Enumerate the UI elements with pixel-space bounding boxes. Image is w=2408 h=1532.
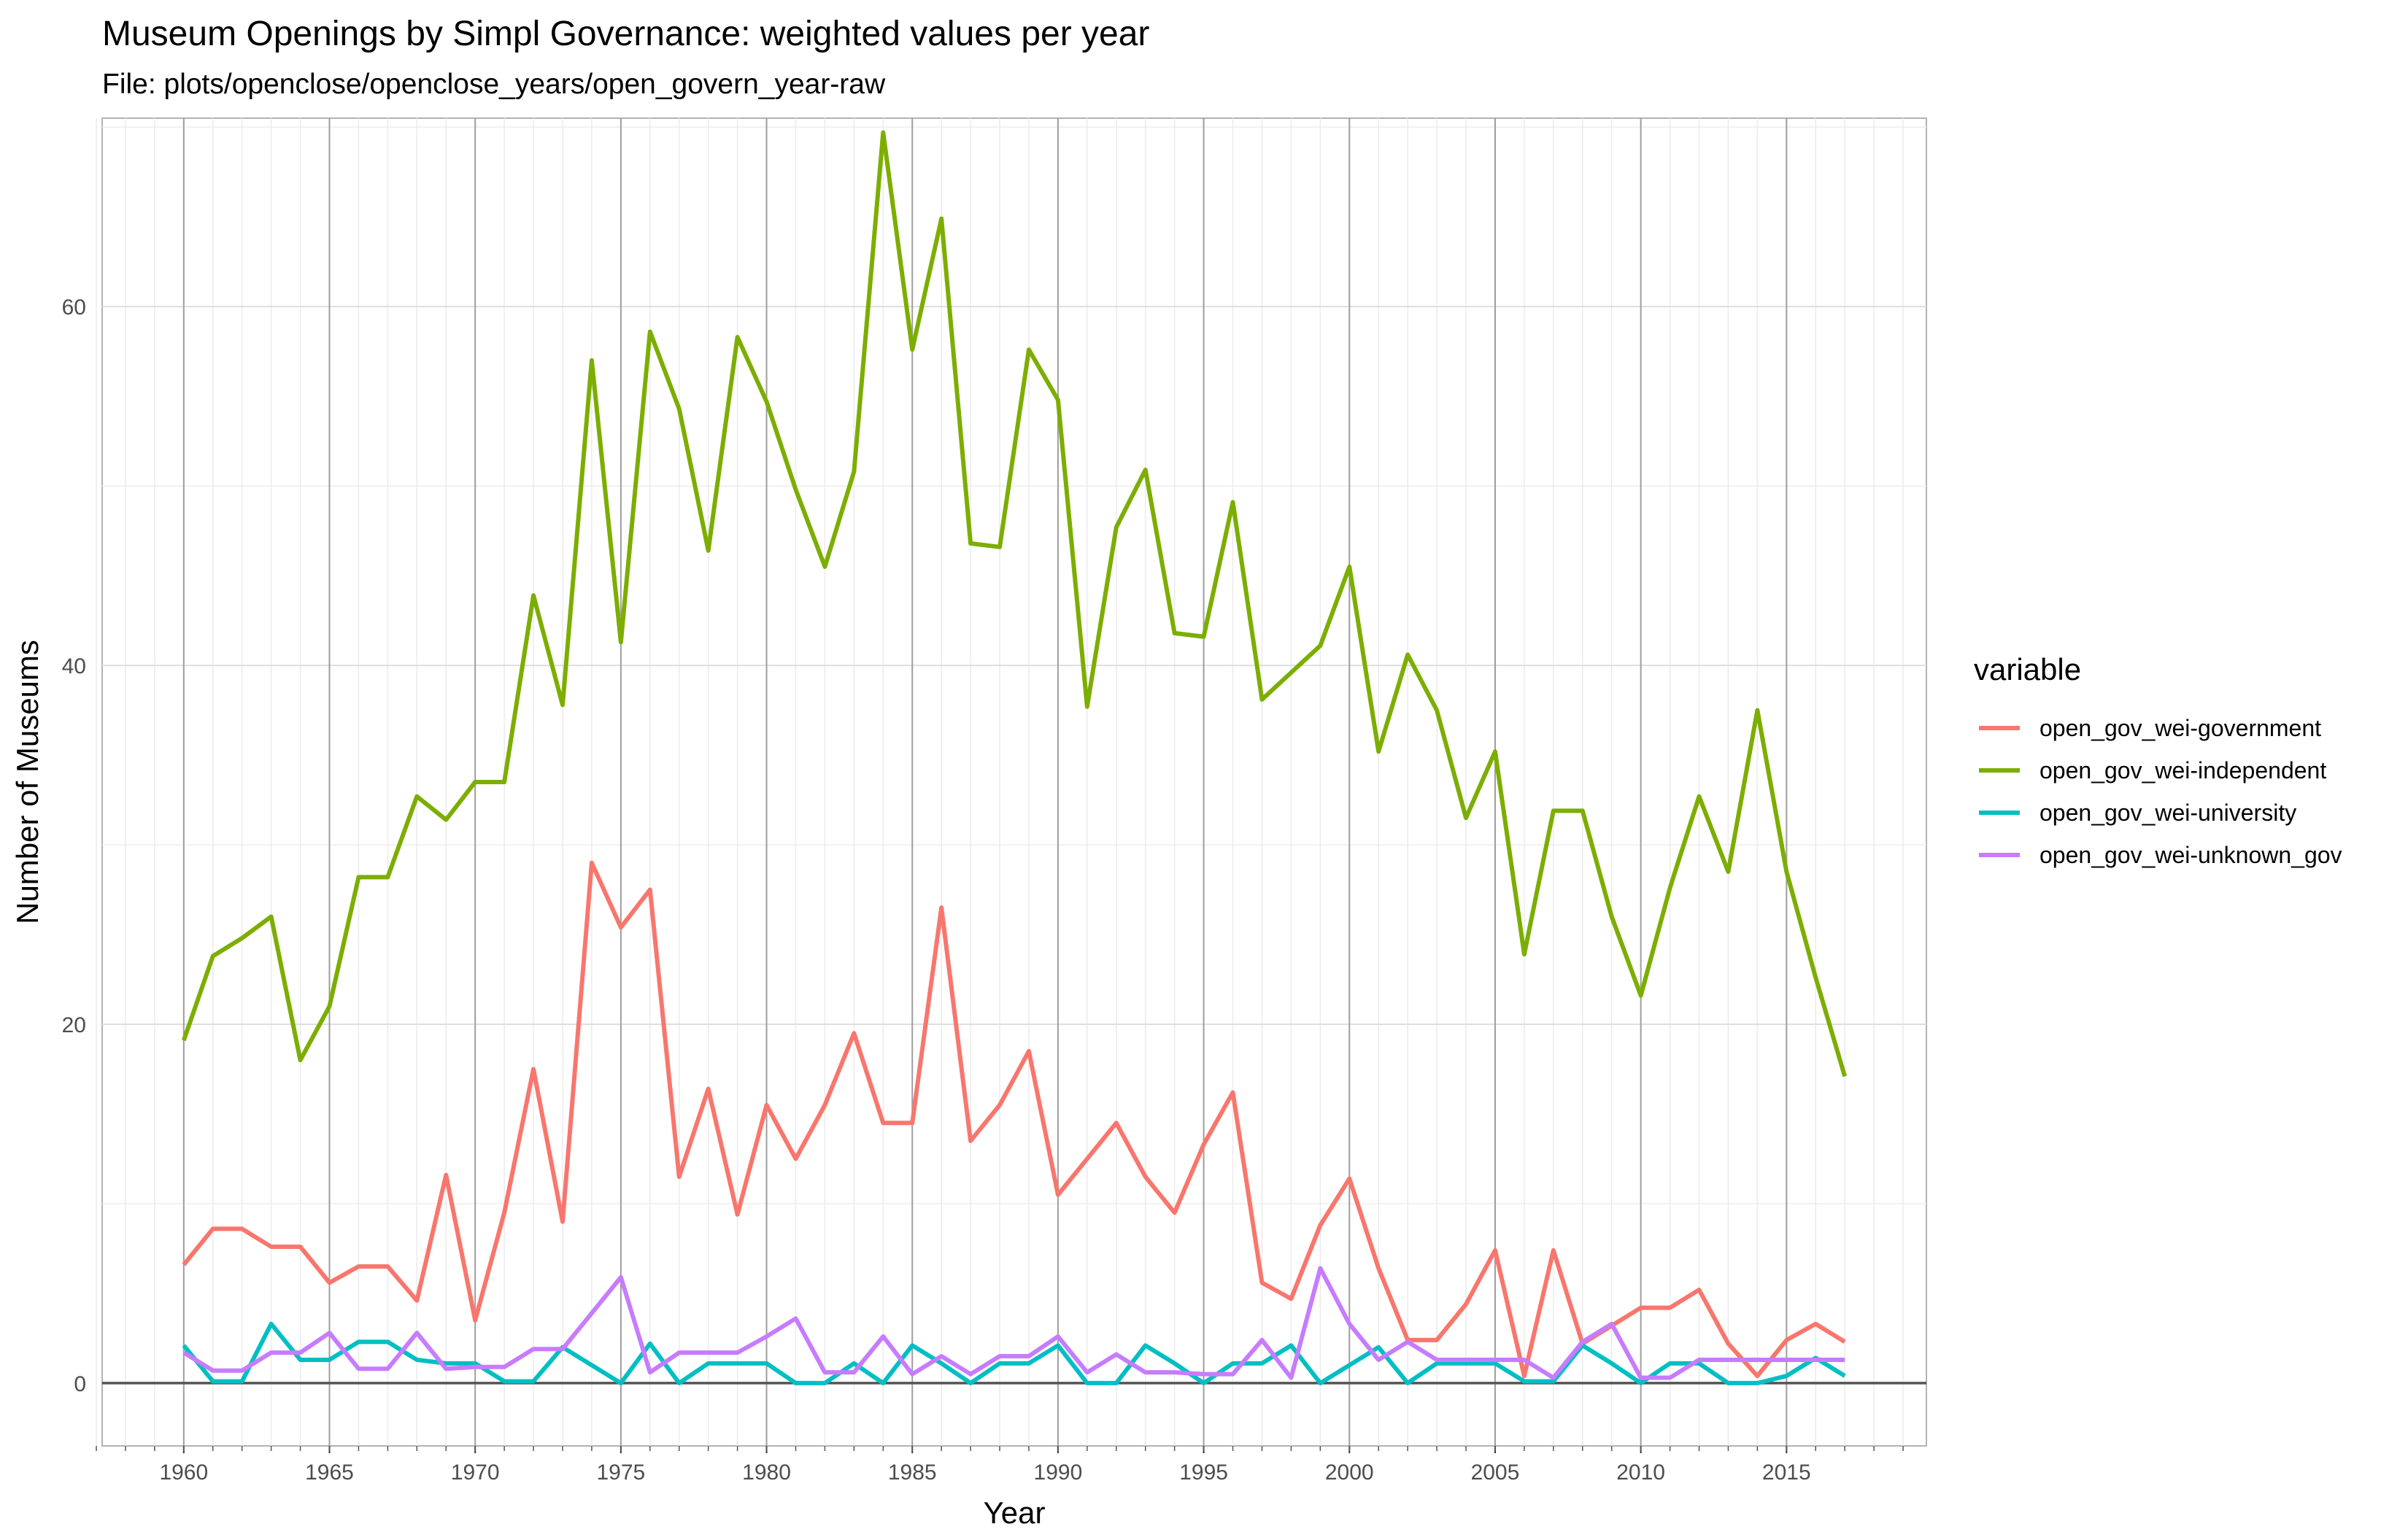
legend-label-2: open_gov_wei-university (2040, 800, 2296, 826)
x-tick-label-10: 2010 (1616, 1461, 1665, 1485)
series-line-1 (181, 130, 1848, 1078)
legend: variable open_gov_wei-governmentopen_gov… (1974, 652, 2342, 868)
x-tick-label-11: 2015 (1762, 1461, 1811, 1485)
chart-title: Museum Openings by Simpl Governance: wei… (102, 15, 1149, 53)
series-line-2 (182, 1321, 1846, 1385)
legend-label-3: open_gov_wei-unknown_gov (2040, 842, 2342, 868)
x-tick-label-8: 2000 (1325, 1461, 1374, 1485)
x-tick-label-4: 1980 (742, 1461, 791, 1485)
y-tick-label-2: 40 (62, 654, 86, 678)
y-tick-label-3: 60 (62, 295, 86, 320)
x-tick-label-9: 2005 (1471, 1461, 1520, 1485)
y-tick-label-0: 0 (74, 1372, 86, 1396)
x-tick-layer: 1960 1965 1970 1975 1980 1985 1990 1995 2000 2005… (96, 1446, 1904, 1485)
x-tick-label-6: 1990 (1034, 1461, 1083, 1485)
y-tick-layer: 0 20 40 60 (62, 295, 86, 1396)
series-line-0 (182, 860, 1846, 1379)
y-tick-label-1: 20 (62, 1013, 86, 1037)
x-tick-label-2: 1970 (451, 1461, 500, 1485)
series-line-3 (182, 1266, 1845, 1380)
x-tick-label-0: 1960 (159, 1461, 208, 1485)
legend-title: variable (1974, 652, 2081, 686)
legend-label-0: open_gov_wei-government (2040, 715, 2321, 741)
y-axis-title: Number of Museums (10, 640, 45, 924)
x-axis-title: Year (984, 1496, 1046, 1530)
series-layer (181, 130, 1848, 1385)
x-tick-label-5: 1985 (888, 1461, 937, 1485)
x-tick-label-7: 1995 (1179, 1461, 1228, 1485)
grid-layer (96, 118, 1926, 1446)
chart-subtitle: File: plots/openclose/openclose_years/op… (102, 69, 886, 100)
legend-items: open_gov_wei-government open_gov_wei-inde… (1979, 715, 2342, 868)
plot-panel (101, 117, 1927, 1447)
legend-label-1: open_gov_wei-independent (2040, 757, 2326, 784)
x-tick-label-3: 1975 (596, 1461, 645, 1485)
x-tick-label-1: 1965 (305, 1461, 354, 1485)
